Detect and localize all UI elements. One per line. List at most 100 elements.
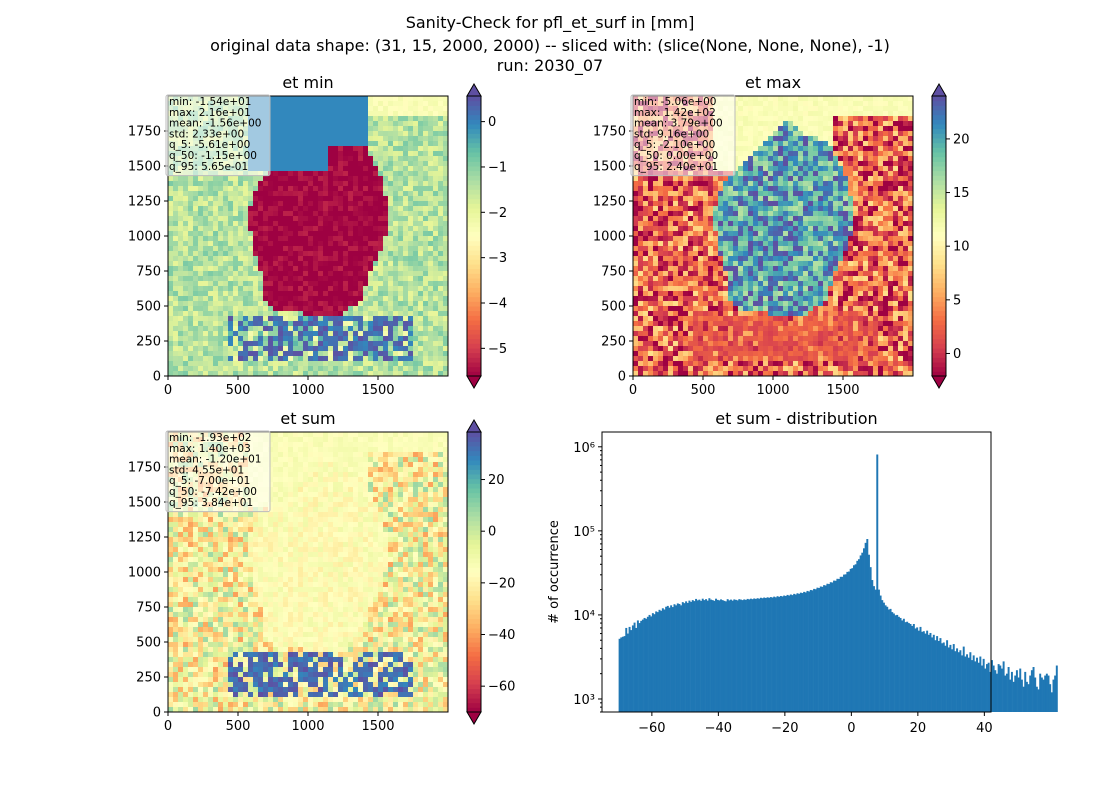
heatmap-cell <box>178 241 184 247</box>
heatmap-cell <box>308 271 314 277</box>
heatmap-cell <box>798 226 804 232</box>
heatmap-cell <box>743 166 749 172</box>
heatmap-cell <box>688 191 694 197</box>
heatmap-cell <box>358 131 364 137</box>
heatmap-cell <box>318 251 324 257</box>
heatmap-cell <box>323 236 329 242</box>
heatmap-cell <box>368 276 374 282</box>
heatmap-cell <box>388 211 394 217</box>
heatmap-cell <box>863 101 869 107</box>
heatmap-cell <box>288 266 294 272</box>
heatmap-cell <box>293 101 299 107</box>
heatmap-cell <box>838 211 844 217</box>
heatmap-cell <box>353 201 359 207</box>
heatmap-cell <box>378 371 384 377</box>
heatmap-cell <box>243 361 249 367</box>
heatmap-cell <box>783 151 789 157</box>
heatmap-cell <box>403 131 409 137</box>
heatmap-cell <box>353 151 359 157</box>
heatmap-cell <box>853 161 859 167</box>
heatmap-cell <box>273 351 279 357</box>
heatmap-cell <box>748 216 754 222</box>
heatmap-cell <box>368 336 374 342</box>
heatmap-cell <box>388 261 394 267</box>
heatmap-cell <box>278 151 284 157</box>
heatmap-cell <box>888 146 894 152</box>
heatmap-cell <box>723 216 729 222</box>
heatmap-cell <box>323 141 329 147</box>
heatmap-cell <box>828 136 834 142</box>
heatmap-cell <box>313 171 319 177</box>
heatmap-cell <box>283 316 289 322</box>
heatmap-cell <box>788 221 794 227</box>
heatmap-cell <box>773 156 779 162</box>
heatmap-cell <box>293 366 299 372</box>
heatmap-cell <box>443 216 449 222</box>
heatmap-cell <box>363 136 369 142</box>
heatmap-cell <box>363 271 369 277</box>
heatmap-cell <box>868 181 874 187</box>
heatmap-cell <box>303 366 309 372</box>
heatmap-cell <box>373 256 379 262</box>
heatmap-cell <box>663 251 669 257</box>
heatmap-cell <box>753 206 759 212</box>
heatmap-cell <box>228 251 234 257</box>
heatmap-cell <box>278 131 284 137</box>
heatmap-cell <box>643 196 649 202</box>
heatmap-cell <box>328 366 334 372</box>
heatmap-cell <box>318 181 324 187</box>
heatmap-cell <box>848 101 854 107</box>
heatmap-cell <box>438 191 444 197</box>
heatmap-cell <box>233 186 239 192</box>
heatmap-cell <box>363 321 369 327</box>
heatmap-cell <box>328 311 334 317</box>
heatmap-cell <box>293 276 299 282</box>
heatmap-cell <box>253 201 259 207</box>
heatmap-cell <box>763 176 769 182</box>
heatmap-cell <box>658 206 664 212</box>
heatmap-cell <box>308 101 314 107</box>
heatmap-cell <box>863 156 869 162</box>
heatmap-cell <box>403 96 409 102</box>
heatmap-cell <box>658 216 664 222</box>
heatmap-cell <box>898 211 904 217</box>
heatmap-cell <box>298 271 304 277</box>
heatmap-cell <box>173 226 179 232</box>
heatmap-cell <box>343 201 349 207</box>
heatmap-cell <box>398 96 404 102</box>
heatmap-cell <box>308 131 314 137</box>
heatmap-cell <box>213 321 219 327</box>
heatmap-cell <box>248 211 254 217</box>
heatmap-cell <box>373 156 379 162</box>
heatmap-cell <box>303 126 309 132</box>
heatmap-cell <box>228 241 234 247</box>
heatmap-cell <box>438 121 444 127</box>
heatmap-cell <box>393 276 399 282</box>
heatmap-cell <box>338 366 344 372</box>
heatmap-cell <box>333 166 339 172</box>
heatmap-cell <box>778 216 784 222</box>
heatmap-cell <box>223 331 229 337</box>
heatmap-cell <box>748 151 754 157</box>
heatmap-cell <box>908 96 914 102</box>
heatmap-cell <box>763 166 769 172</box>
heatmap-cell <box>383 126 389 132</box>
heatmap-cell <box>753 196 759 202</box>
heatmap-cell <box>738 231 744 237</box>
heatmap-cell <box>268 146 274 152</box>
heatmap-cell <box>733 106 739 112</box>
heatmap-cell <box>858 121 864 127</box>
heatmap-cell <box>733 121 739 127</box>
heatmap-cell <box>868 166 874 172</box>
heatmap-cell <box>823 96 829 102</box>
heatmap-cell <box>288 106 294 112</box>
heatmap-cell <box>838 146 844 152</box>
heatmap-cell <box>223 281 229 287</box>
heatmap-cell <box>903 176 909 182</box>
heatmap-cell <box>168 296 174 302</box>
heatmap-cell <box>278 276 284 282</box>
heatmap-cell <box>903 146 909 152</box>
heatmap-cell <box>428 121 434 127</box>
heatmap-cell <box>308 121 314 127</box>
heatmap-cell <box>263 346 269 352</box>
